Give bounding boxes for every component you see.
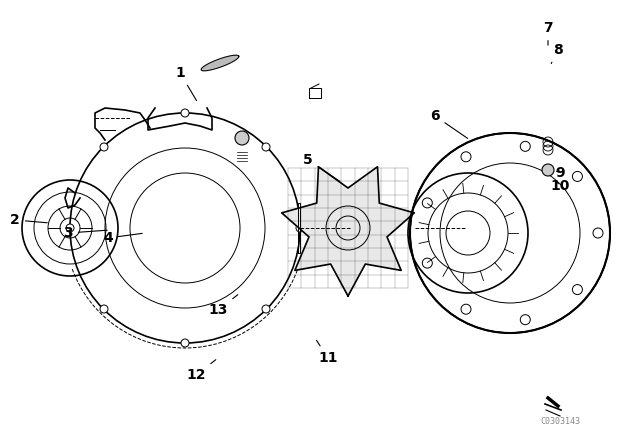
Circle shape xyxy=(262,143,270,151)
Circle shape xyxy=(422,198,432,208)
Circle shape xyxy=(593,228,603,238)
Circle shape xyxy=(422,258,432,268)
Circle shape xyxy=(520,314,531,325)
Text: 3: 3 xyxy=(63,226,108,240)
Text: 1: 1 xyxy=(175,66,196,101)
Circle shape xyxy=(572,284,582,295)
Text: C0303143: C0303143 xyxy=(540,417,580,426)
Text: 4: 4 xyxy=(103,231,142,245)
Circle shape xyxy=(181,339,189,347)
Polygon shape xyxy=(201,55,239,71)
Circle shape xyxy=(572,172,582,181)
Text: 2: 2 xyxy=(10,213,47,227)
Circle shape xyxy=(100,143,108,151)
Text: 9: 9 xyxy=(555,166,565,180)
Text: 13: 13 xyxy=(208,295,238,317)
Text: 7: 7 xyxy=(543,21,553,45)
Circle shape xyxy=(296,224,304,232)
Polygon shape xyxy=(282,167,414,296)
Text: 10: 10 xyxy=(550,179,570,193)
Circle shape xyxy=(520,141,531,151)
Circle shape xyxy=(100,305,108,313)
Text: 8: 8 xyxy=(551,43,563,64)
Circle shape xyxy=(461,304,471,314)
Text: 6: 6 xyxy=(430,109,468,138)
Circle shape xyxy=(262,305,270,313)
Text: 11: 11 xyxy=(317,340,338,365)
Circle shape xyxy=(235,131,249,145)
Text: 5: 5 xyxy=(303,153,340,181)
Circle shape xyxy=(181,109,189,117)
Circle shape xyxy=(542,164,554,176)
Circle shape xyxy=(461,152,471,162)
Text: 12: 12 xyxy=(186,360,216,382)
Circle shape xyxy=(66,224,74,232)
